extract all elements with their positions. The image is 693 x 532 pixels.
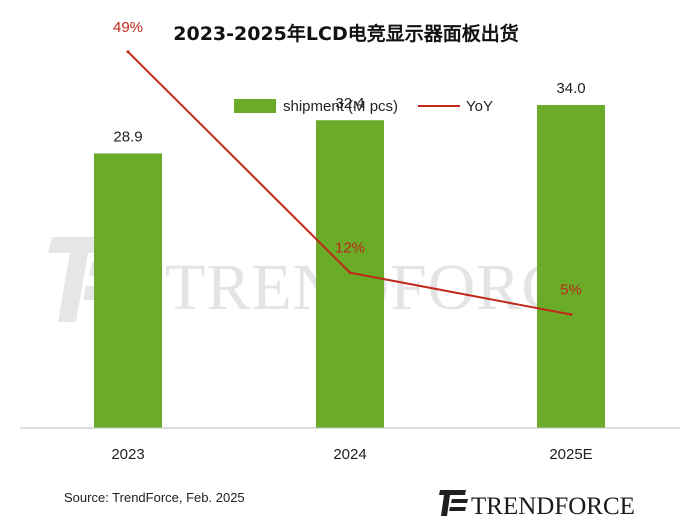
legend: shipment (M pcs) YoY — [234, 98, 493, 115]
chart-title: 2023-2025年LCD电竞显示器面板出货 — [173, 22, 518, 45]
x-tick-label-2025E: 2025E — [549, 446, 592, 463]
bar-value-label-2024: 32.4 — [335, 95, 364, 112]
yoy-point-2024 — [348, 271, 352, 275]
watermark-text: TRENDFORCE — [165, 251, 608, 324]
legend-label-yoy: YoY — [466, 98, 493, 115]
yoy-point-2023 — [126, 50, 130, 54]
bar-2025E — [537, 105, 605, 428]
yoy-value-label-2025E: 5% — [560, 282, 582, 299]
trendforce-logo-icon — [439, 490, 468, 516]
bar-value-label-2025E: 34.0 — [556, 80, 585, 97]
trendforce-logo-text: TRENDFORCE — [471, 493, 635, 520]
source-text: Source: TrendForce, Feb. 2025 — [64, 490, 245, 505]
yoy-value-label-2023: 49% — [113, 19, 143, 36]
bar-2023 — [94, 153, 162, 428]
trendforce-logo: TRENDFORCE — [439, 490, 635, 520]
yoy-value-label-2024: 12% — [335, 240, 365, 257]
yoy-point-2025E — [569, 313, 573, 317]
x-tick-label-2023: 2023 — [111, 446, 144, 463]
legend-swatch-shipment — [234, 99, 276, 113]
bar-value-label-2023: 28.9 — [113, 128, 142, 145]
legend-label-shipment: shipment (M pcs) — [283, 98, 398, 115]
x-tick-label-2024: 2024 — [333, 446, 366, 463]
